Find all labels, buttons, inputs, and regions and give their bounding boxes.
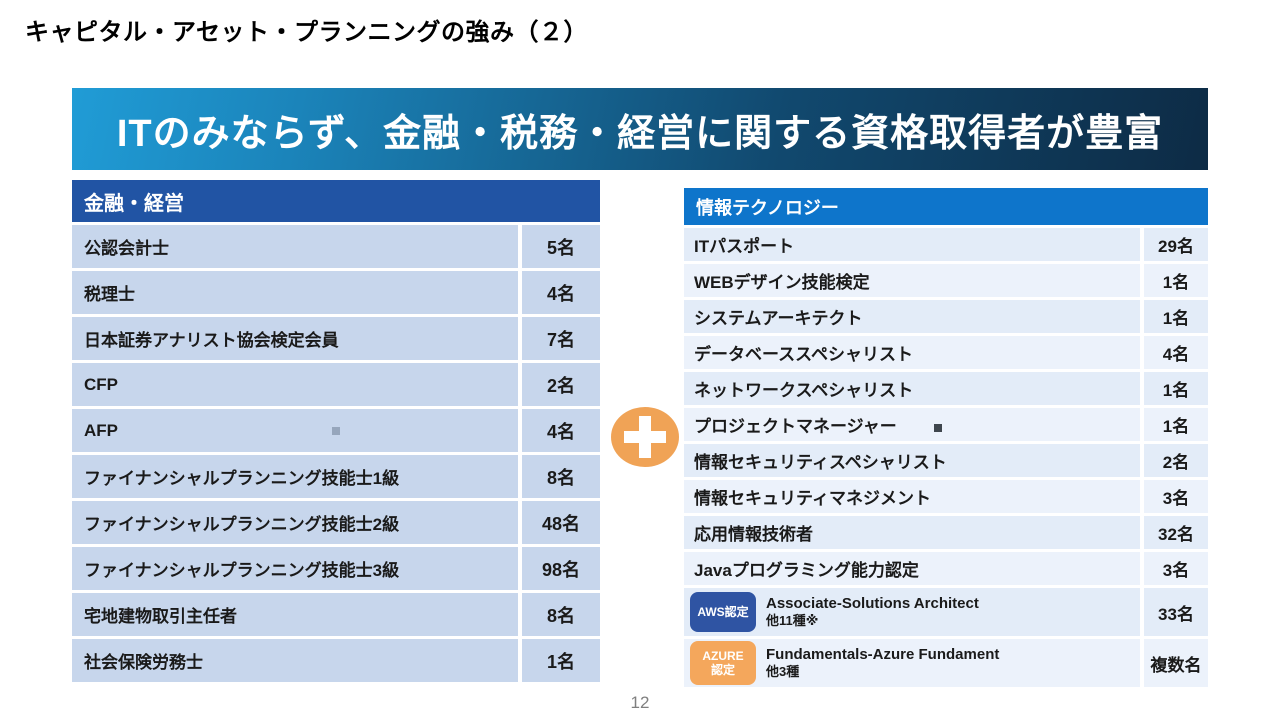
qualification-label: ファイナンシャルプランニング技能士3級 <box>72 547 518 590</box>
table-row: ファイナンシャルプランニング技能士3級 98名 <box>72 547 600 590</box>
table-row: データベーススペシャリスト 4名 <box>684 336 1208 369</box>
finance-table: 金融・経営 公認会計士 5名 税理士 4名 日本証券アナリスト協会検定会員 7名… <box>72 180 600 685</box>
qualification-label: 応用情報技術者 <box>684 516 1140 549</box>
qualification-count: 5名 <box>522 225 600 268</box>
table-row: ITパスポート 29名 <box>684 228 1208 261</box>
table-row: AFP 4名 <box>72 409 600 452</box>
table-row: 情報セキュリティスペシャリスト 2名 <box>684 444 1208 477</box>
qualification-count: 48名 <box>522 501 600 544</box>
qualification-label: ファイナンシャルプランニング技能士2級 <box>72 501 518 544</box>
qualification-count: 1名 <box>1144 300 1208 333</box>
headline-banner: ITのみならず、金融・税務・経営に関する資格取得者が豊富 <box>72 88 1208 170</box>
table-row: 日本証券アナリスト協会検定会員 7名 <box>72 317 600 360</box>
qualification-label: 情報セキュリティスペシャリスト <box>684 444 1140 477</box>
qualification-count: 1名 <box>1144 264 1208 297</box>
azure-badge-label-1: AZURE <box>702 649 744 663</box>
qualification-count: 2名 <box>522 363 600 406</box>
qualification-count: 複数名 <box>1144 639 1208 687</box>
table-row: 情報セキュリティマネジメント 3名 <box>684 480 1208 513</box>
qualification-count: 2名 <box>1144 444 1208 477</box>
qualification-label: CFP <box>72 363 518 406</box>
aws-badge-label: AWS認定 <box>697 605 749 619</box>
page-title: キャピタル・アセット・プランニングの強み（２） <box>25 19 589 46</box>
qualification-count: 4名 <box>1144 336 1208 369</box>
qualification-label: 日本証券アナリスト協会検定会員 <box>72 317 518 360</box>
qualification-count: 8名 <box>522 455 600 498</box>
it-table-header: 情報テクノロジー <box>684 188 1208 225</box>
qualification-label: ファイナンシャルプランニング技能士1級 <box>72 455 518 498</box>
qualification-count: 7名 <box>522 317 600 360</box>
qualification-label: プロジェクトマネージャー <box>684 408 1140 441</box>
qualification-count: 3名 <box>1144 480 1208 513</box>
qualification-label: ITパスポート <box>684 228 1140 261</box>
table-row: CFP 2名 <box>72 363 600 406</box>
stray-square-artifact <box>332 427 340 435</box>
qualification-count: 8名 <box>522 593 600 636</box>
cert-text: Associate-Solutions Architect 他11種※ <box>766 595 979 629</box>
table-row: ファイナンシャルプランニング技能士2級 48名 <box>72 501 600 544</box>
qualification-count: 1名 <box>1144 372 1208 405</box>
table-row: システムアーキテクト 1名 <box>684 300 1208 333</box>
cert-subtitle: 他3種 <box>766 664 800 679</box>
qualification-label: システムアーキテクト <box>684 300 1140 333</box>
headline-text: ITのみならず、金融・税務・経営に関する資格取得者が豊富 <box>116 112 1164 155</box>
table-row: ネットワークスペシャリスト 1名 <box>684 372 1208 405</box>
aws-badge: AWS認定 <box>690 592 756 632</box>
table-row: WEBデザイン技能検定 1名 <box>684 264 1208 297</box>
finance-table-header: 金融・経営 <box>72 180 600 222</box>
qualification-label: ネットワークスペシャリスト <box>684 372 1140 405</box>
table-row-azure: AZURE 認定 Fundamentals-Azure Fundament 他3… <box>684 639 1208 687</box>
table-row: 社会保険労務士 1名 <box>72 639 600 682</box>
azure-badge-label-2: 認定 <box>710 663 735 677</box>
cert-cell: AWS認定 Associate-Solutions Architect 他11種… <box>684 588 1140 636</box>
cert-title: Associate-Solutions Architect <box>766 595 979 612</box>
cert-subtitle: 他11種※ <box>766 613 819 628</box>
qualification-count: 33名 <box>1144 588 1208 636</box>
table-row: Javaプログラミング能力認定 3名 <box>684 552 1208 585</box>
cert-cell: AZURE 認定 Fundamentals-Azure Fundament 他3… <box>684 639 1140 687</box>
table-row: 応用情報技術者 32名 <box>684 516 1208 549</box>
cert-text: Fundamentals-Azure Fundament 他3種 <box>766 646 999 680</box>
qualification-count: 4名 <box>522 409 600 452</box>
qualification-label: Javaプログラミング能力認定 <box>684 552 1140 585</box>
qualification-label: AFP <box>72 409 518 452</box>
page-number: 12 <box>630 693 650 712</box>
qualification-count: 32名 <box>1144 516 1208 549</box>
qualification-label: データベーススペシャリスト <box>684 336 1140 369</box>
qualification-label: 宅地建物取引主任者 <box>72 593 518 636</box>
qualification-count: 4名 <box>522 271 600 314</box>
azure-badge: AZURE 認定 <box>690 641 756 685</box>
qualification-label: 税理士 <box>72 271 518 314</box>
it-table: 情報テクノロジー ITパスポート 29名 WEBデザイン技能検定 1名 システム… <box>684 188 1208 690</box>
qualification-count: 29名 <box>1144 228 1208 261</box>
qualification-label: 公認会計士 <box>72 225 518 268</box>
cert-title: Fundamentals-Azure Fundament <box>766 646 1000 663</box>
qualification-count: 3名 <box>1144 552 1208 585</box>
stray-square-artifact <box>934 424 942 432</box>
table-row: 公認会計士 5名 <box>72 225 600 268</box>
qualification-label: WEBデザイン技能検定 <box>684 264 1140 297</box>
qualification-label: 情報セキュリティマネジメント <box>684 480 1140 513</box>
table-row: 税理士 4名 <box>72 271 600 314</box>
qualification-count: 98名 <box>522 547 600 590</box>
qualification-count: 1名 <box>522 639 600 682</box>
table-row: プロジェクトマネージャー 1名 <box>684 408 1208 441</box>
qualification-count: 1名 <box>1144 408 1208 441</box>
table-row: ファイナンシャルプランニング技能士1級 8名 <box>72 455 600 498</box>
table-row-aws: AWS認定 Associate-Solutions Architect 他11種… <box>684 588 1208 636</box>
table-row: 宅地建物取引主任者 8名 <box>72 593 600 636</box>
plus-icon <box>610 406 680 468</box>
qualification-label: 社会保険労務士 <box>72 639 518 682</box>
